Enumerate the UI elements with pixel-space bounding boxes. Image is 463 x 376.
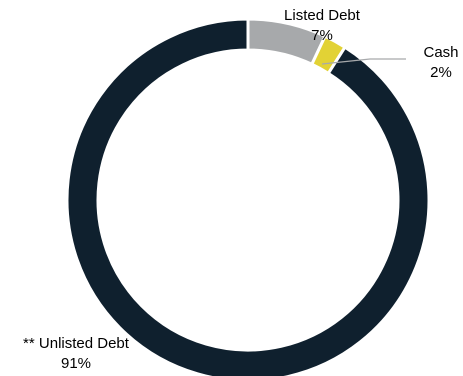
slice-label-unlisted-debt: ** Unlisted Debt — [23, 335, 130, 352]
slice-label-cash: Cash — [423, 44, 458, 61]
slice-value-listed-debt: 7% — [311, 27, 333, 44]
slice-value-unlisted-debt: 91% — [61, 355, 91, 372]
slice-label-listed-debt: Listed Debt — [284, 7, 361, 24]
donut-slices — [65, 17, 431, 376]
slice-unlisted-debt — [65, 17, 431, 376]
cash-leader-line — [321, 58, 406, 65]
slice-value-cash: 2% — [430, 64, 452, 81]
